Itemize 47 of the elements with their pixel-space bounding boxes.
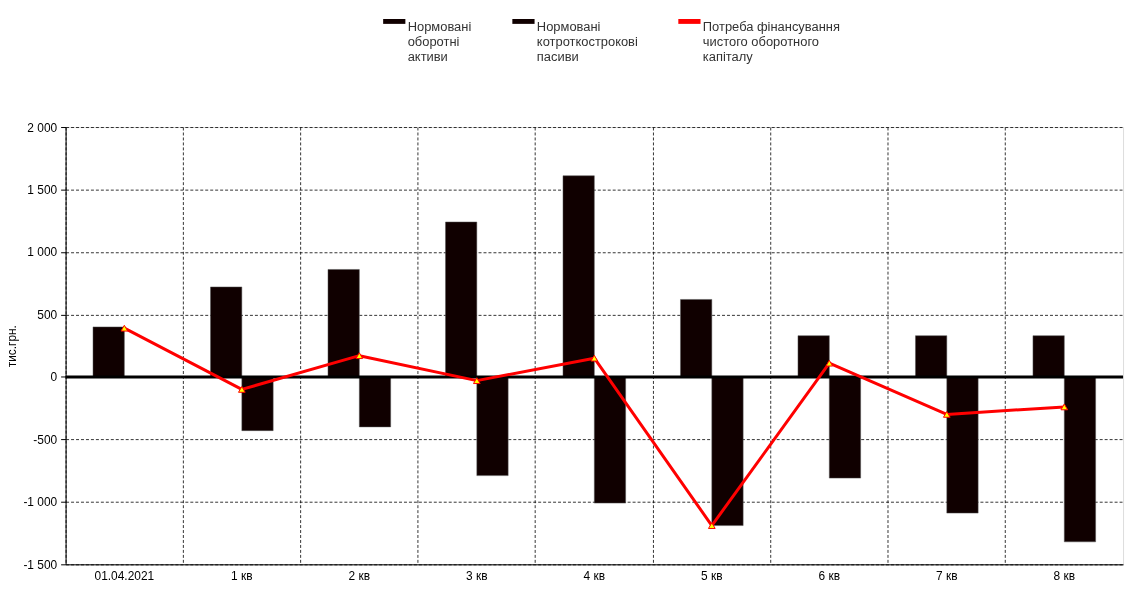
point [355,352,364,360]
bar [359,376,391,428]
bar [1032,335,1065,378]
bar [797,335,830,378]
x-tick-label: 1 кв [231,568,253,583]
x-tick-label: 5 кв [701,568,723,583]
bar [92,326,125,378]
point [942,411,951,418]
bar [562,175,595,378]
point [238,386,246,393]
bar [210,286,243,378]
legend-label: Нормовані котроткострокові пасиви [536,19,638,65]
bar [680,299,713,378]
bar [476,376,509,476]
y-tick-label: 500 [37,307,58,322]
y-tick-label: -500 [33,432,58,447]
bar [711,376,744,526]
y-axis-title: тис.грн. [5,325,20,368]
bar [915,335,948,378]
bar [327,269,360,378]
bar [946,376,979,514]
y-tick-label: -1 000 [23,495,58,510]
x-tick-label: 7 кв [936,568,958,583]
bar [241,376,274,431]
point [120,324,129,332]
x-tick-label: 4 кв [583,568,606,583]
legend-label: Потреба фінансування чистого оборотного капіталу [702,19,840,65]
x-tick-label: 01.04.2021 [94,568,155,583]
y-tick-label: 2 000 [27,120,58,135]
y-tick-label: -1 500 [23,557,58,572]
bar [1064,376,1096,543]
point [472,377,481,385]
x-tick-label: 3 кв [466,568,488,583]
point [707,522,716,529]
x-tick-label: 6 кв [818,568,841,583]
x-tick-label: 8 кв [1053,568,1076,583]
point [825,359,834,367]
y-tick-label: 0 [50,370,58,385]
bar [594,376,626,504]
point [590,354,599,362]
x-tick-label: 2 кв [348,568,371,583]
point [1060,403,1069,411]
legend-label: Нормовані оборотні активи [407,19,472,65]
bar [829,376,861,479]
y-tick-label: 1 000 [27,245,58,260]
bar [445,221,478,378]
y-tick-label: 1 500 [27,182,58,197]
